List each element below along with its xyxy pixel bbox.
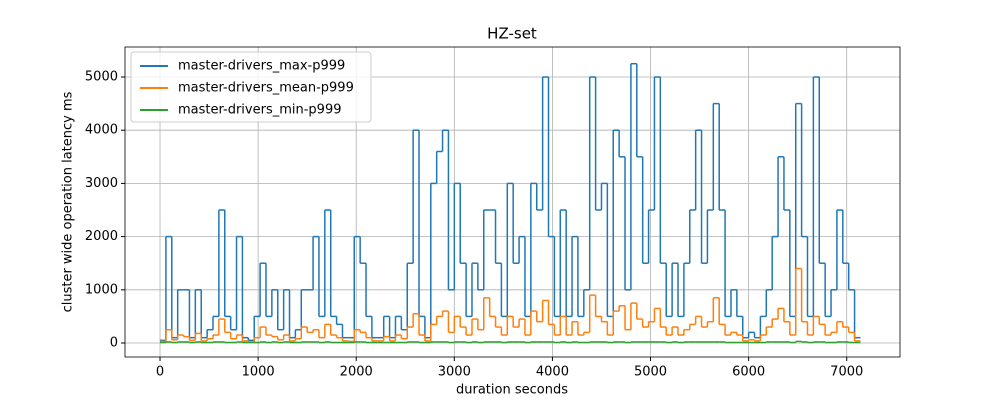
- y-tick-label: 1000: [85, 282, 118, 297]
- y-tick-label: 0: [110, 336, 118, 351]
- x-axis-label: duration seconds: [456, 383, 568, 398]
- series-line: [160, 62, 861, 342]
- y-tick-label: 3000: [85, 176, 118, 191]
- x-tick-label: 2000: [340, 365, 373, 380]
- x-tick-label: 3000: [438, 365, 471, 380]
- legend-label: master-drivers_max-p999: [178, 59, 345, 74]
- chart-title: HZ-set: [487, 25, 537, 43]
- x-tick-label: 7000: [830, 365, 863, 380]
- x-tick-label: 5000: [634, 365, 667, 380]
- series-line: [160, 267, 861, 343]
- y-tick-label: 5000: [85, 70, 118, 85]
- x-tick-label: 6000: [732, 365, 765, 380]
- legend-label: master-drivers_mean-p999: [178, 81, 354, 96]
- x-tick-label: 4000: [536, 365, 569, 380]
- series-line: [160, 340, 861, 344]
- y-tick-label: 4000: [85, 123, 118, 138]
- axes-frame: [124, 46, 901, 358]
- x-tick-label: 1000: [242, 365, 275, 380]
- legend-label: master-drivers_min-p999: [178, 103, 342, 118]
- y-axis-label: cluster wide operation latency ms: [61, 91, 76, 312]
- x-tick-label: 0: [156, 365, 164, 380]
- legend-box: [130, 51, 372, 123]
- y-tick-label: 2000: [85, 229, 118, 244]
